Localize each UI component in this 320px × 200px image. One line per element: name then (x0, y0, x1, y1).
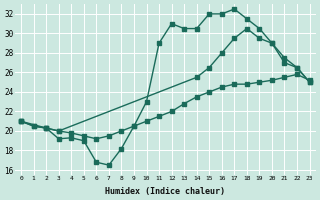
X-axis label: Humidex (Indice chaleur): Humidex (Indice chaleur) (105, 187, 225, 196)
